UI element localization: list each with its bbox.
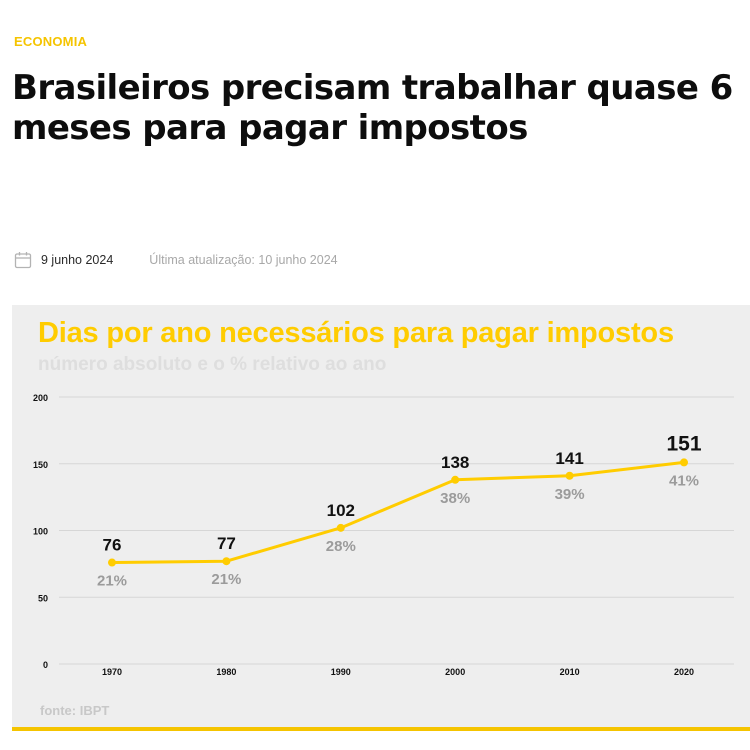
data-point xyxy=(108,558,116,567)
y-tick-label: 50 xyxy=(38,593,48,603)
y-tick-label: 150 xyxy=(33,460,48,470)
article-meta: 9 junho 2024 Última atualização: 10 junh… xyxy=(14,250,338,270)
category-label[interactable]: ECONOMIA xyxy=(14,34,88,49)
x-tick-label: 2020 xyxy=(674,667,694,677)
article-title: Brasileiros precisam trabalhar quase 6 m… xyxy=(12,68,733,148)
x-tick-label: 2010 xyxy=(560,667,580,677)
x-tick-label: 1990 xyxy=(331,667,351,677)
chart-subtitle: número absoluto e o % relativo ao ano xyxy=(38,354,387,375)
y-tick-label: 100 xyxy=(33,527,48,537)
x-tick-label: 2000 xyxy=(445,667,465,677)
series-line xyxy=(110,460,686,565)
data-point xyxy=(565,471,574,480)
y-tick-label: 200 xyxy=(33,393,48,403)
value-label: 151 xyxy=(666,432,701,455)
percent-label: 39% xyxy=(555,486,585,503)
calendar-icon xyxy=(14,251,32,269)
chart-source: fonte: IBPT xyxy=(40,703,110,718)
data-point xyxy=(336,523,345,532)
percent-label: 38% xyxy=(440,490,470,507)
data-point xyxy=(222,557,231,566)
chart-card: Dias por ano necessários para pagar impo… xyxy=(12,305,750,730)
percent-label: 28% xyxy=(326,538,356,555)
percent-label: 21% xyxy=(97,573,127,590)
published-date: 9 junho 2024 xyxy=(41,253,114,267)
data-point xyxy=(451,475,460,484)
line-chart: 0 50 100 150 200 1970 1980 1990 2000 2010 2020 76 21… xyxy=(33,393,734,677)
updated-date: Última atualização: 10 junho 2024 xyxy=(149,253,338,267)
percent-label: 21% xyxy=(211,571,241,588)
percent-label: 41% xyxy=(669,472,699,489)
y-tick-label: 0 xyxy=(43,660,48,670)
value-label: 141 xyxy=(555,449,583,468)
x-tick-label: 1970 xyxy=(102,667,122,677)
chart-title: Dias por ano necessários para pagar impo… xyxy=(38,317,674,349)
value-label: 77 xyxy=(217,534,236,553)
data-point xyxy=(680,458,688,467)
value-label: 76 xyxy=(103,536,122,555)
x-tick-label: 1980 xyxy=(216,667,236,677)
value-label: 102 xyxy=(327,501,355,520)
value-label: 138 xyxy=(441,453,469,472)
chart-bottom-border xyxy=(12,727,750,731)
